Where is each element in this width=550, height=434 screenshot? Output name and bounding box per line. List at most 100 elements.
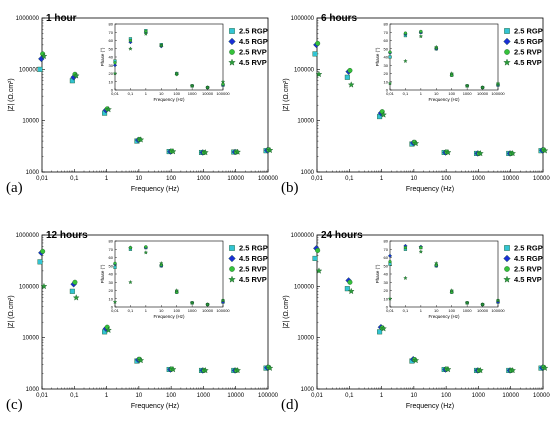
y-axis-label: |Z| (Ω.cm²) xyxy=(283,295,290,328)
plot-frame xyxy=(316,17,544,173)
inset-y-tick-label: 0 xyxy=(111,88,114,93)
data-point xyxy=(315,70,323,78)
data-point xyxy=(201,148,209,156)
inset-y-tick-label: 70 xyxy=(384,247,389,252)
inset-data-point xyxy=(128,246,133,250)
legend-label: 4.5 RVP xyxy=(239,275,267,284)
y-tick-label: 10000 xyxy=(297,119,314,125)
panel-title: 12 hours xyxy=(46,230,88,241)
data-point xyxy=(380,111,387,118)
y-tick-label: 100000 xyxy=(294,67,315,73)
x-tick-label: 10 xyxy=(136,393,143,399)
x-tick-label: 0,1 xyxy=(70,393,79,399)
legend-marker xyxy=(504,49,510,55)
inset-x-tick-label: 0,01 xyxy=(386,308,395,313)
data-point xyxy=(266,146,274,154)
inset-x-tick-label: 100 xyxy=(448,308,455,313)
x-tick-label: 1000 xyxy=(472,393,486,399)
legend-marker xyxy=(503,254,511,263)
inset-y-tick-label: 60 xyxy=(109,38,114,43)
inset-y-tick-label: 70 xyxy=(109,30,114,35)
inset-y-tick-label: 30 xyxy=(384,63,389,68)
inset-x-tick-label: 100 xyxy=(173,91,180,96)
inset-data-point xyxy=(418,33,424,39)
y-axis-label: |Z| (Ω.cm²) xyxy=(8,78,15,111)
y-tick-label: 100000 xyxy=(19,67,40,73)
x-tick-label: 1000 xyxy=(197,176,211,182)
inset-data-point xyxy=(205,85,210,90)
inset-x-tick-label: 1 xyxy=(145,308,148,313)
inset-x-tick-label: 0,1 xyxy=(128,308,134,313)
inset-frame xyxy=(114,240,224,308)
inset-x-tick-label: 1 xyxy=(420,91,423,96)
inset-data-point xyxy=(220,299,226,305)
y-tick-label: 100000 xyxy=(294,284,315,290)
data-point xyxy=(234,148,242,155)
x-tick-label: 1000 xyxy=(472,176,486,182)
legend-label: 2.5 RGP xyxy=(514,27,543,36)
panel-title: 24 hours xyxy=(321,230,363,241)
panel-letter: (a) xyxy=(6,180,23,196)
plot-frame xyxy=(316,234,544,390)
plot-frame xyxy=(41,234,269,390)
x-tick-label: 100 xyxy=(166,176,177,182)
inset-data-point xyxy=(434,44,439,50)
data-point xyxy=(509,366,517,374)
x-tick-label: 0,01 xyxy=(36,393,48,399)
inset-data-point xyxy=(495,81,501,86)
data-point xyxy=(347,279,353,285)
data-point xyxy=(412,356,420,364)
data-point xyxy=(344,74,350,80)
inset-x-tick-label: 100000 xyxy=(491,308,505,313)
inset-y-tick-label: 80 xyxy=(384,239,389,244)
inset-y-tick-label: 60 xyxy=(384,255,389,260)
inset-x-tick-label: 10000 xyxy=(202,91,214,96)
inset-x-axis-label: Frequency (Hz) xyxy=(428,97,460,102)
legend-marker xyxy=(229,266,235,272)
legend-label: 4.5 RGP xyxy=(514,254,543,263)
inset-data-point xyxy=(112,63,118,68)
x-tick-label: 10000 xyxy=(227,176,244,182)
inset-y-tick-label: 30 xyxy=(384,280,389,285)
legend-marker xyxy=(504,245,510,251)
legend-label: 2.5 RVP xyxy=(514,48,542,57)
data-point xyxy=(541,147,549,154)
inset-x-tick-label: 100000 xyxy=(491,91,505,96)
x-tick-label: 0,1 xyxy=(70,176,79,182)
data-point xyxy=(312,51,318,57)
inset-data-point xyxy=(113,261,117,265)
inset-data-point xyxy=(495,299,501,305)
inset-data-point xyxy=(464,300,470,305)
y-tick-label: 1000000 xyxy=(291,233,315,239)
inset-frame xyxy=(389,23,499,91)
x-tick-label: 100 xyxy=(166,393,177,399)
inset-data-point xyxy=(387,296,393,301)
inset-data-point xyxy=(480,302,485,307)
inset-frame xyxy=(389,240,499,308)
data-point xyxy=(347,81,355,88)
legend-marker xyxy=(503,37,511,46)
legend-label: 4.5 RGP xyxy=(514,37,543,46)
inset-y-tick-label: 80 xyxy=(109,22,114,27)
inset-data-point xyxy=(419,29,423,34)
x-tick-label: 100000 xyxy=(533,393,550,399)
legend-marker xyxy=(228,275,236,283)
data-point xyxy=(509,149,517,157)
data-point xyxy=(476,149,484,157)
inset-y-tick-label: 50 xyxy=(109,46,114,51)
legend-label: 4.5 RVP xyxy=(514,275,542,284)
inset-x-tick-label: 1000 xyxy=(188,308,198,313)
inset-x-tick-label: 100000 xyxy=(216,308,230,313)
legend-marker xyxy=(229,245,235,251)
inset-x-tick-label: 1000 xyxy=(463,91,473,96)
x-tick-label: 1 xyxy=(380,393,384,399)
legend-marker xyxy=(503,275,511,283)
inset-y-axis-label: Phase (°) xyxy=(100,264,105,283)
legend-marker xyxy=(228,254,236,263)
inset-data-point xyxy=(143,31,149,36)
inset-x-tick-label: 1 xyxy=(420,308,423,313)
data-point xyxy=(105,326,112,334)
y-tick-label: 10000 xyxy=(22,336,39,342)
inset-y-axis-label: Phase (°) xyxy=(100,47,105,66)
